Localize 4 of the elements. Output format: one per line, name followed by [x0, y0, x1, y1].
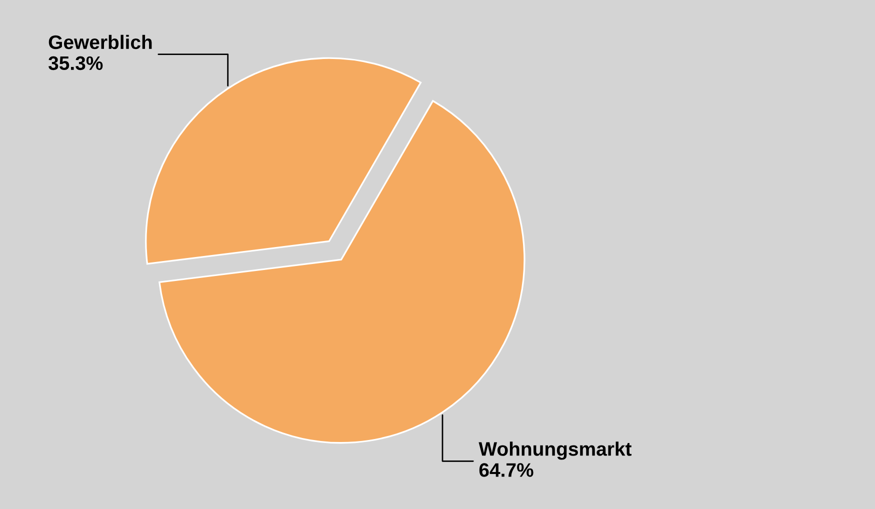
- data-label: 35.3%: [48, 56, 103, 70]
- slice-label: Wohnungsmarkt: [478, 442, 632, 460]
- data-label: 64.7%: [479, 463, 534, 477]
- slice-label: Gewerblich: [48, 34, 152, 50]
